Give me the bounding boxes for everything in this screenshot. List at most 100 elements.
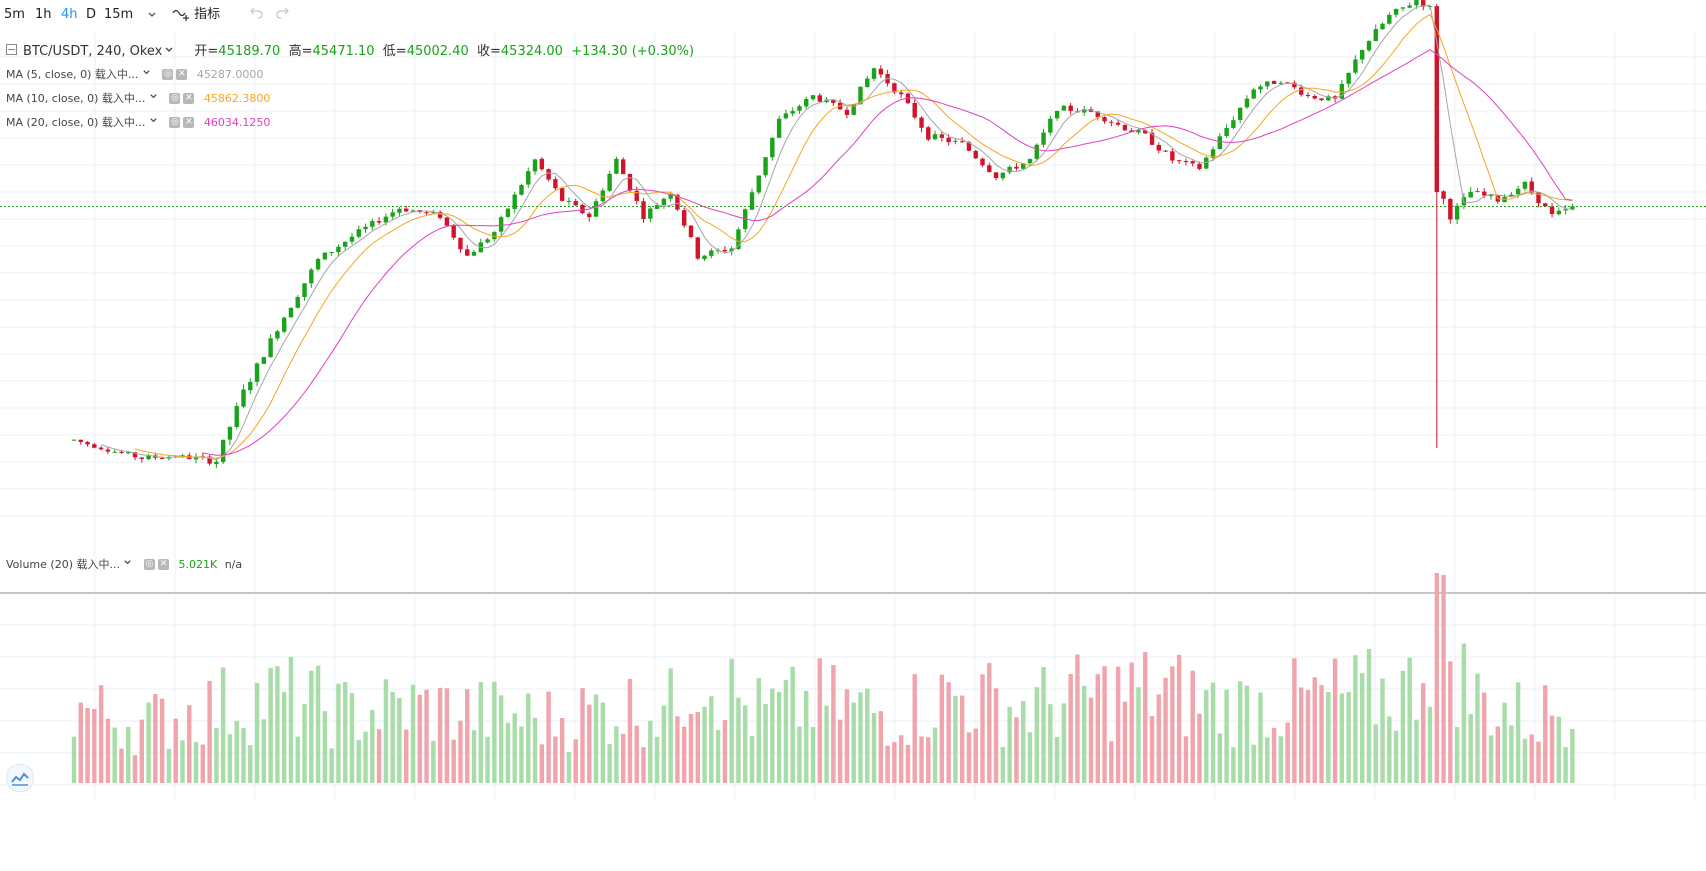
volume-bar (187, 705, 192, 783)
price-pane[interactable] (71, 0, 1575, 469)
close-icon[interactable]: ✕ (176, 68, 188, 80)
volume-bar (926, 737, 931, 783)
candle (349, 232, 355, 245)
candle-body (1136, 130, 1141, 133)
candle-body (654, 205, 660, 209)
close-icon[interactable]: ✕ (183, 92, 195, 104)
symbol-label[interactable]: BTC/USDT, 240, Okex (23, 44, 163, 59)
volume-bar (214, 727, 219, 783)
chevron-down-icon[interactable] (123, 558, 132, 567)
chevron-down-icon[interactable] (149, 92, 158, 101)
close-icon[interactable]: ✕ (183, 116, 195, 128)
chevron-down-icon[interactable] (164, 45, 174, 55)
candle (1434, 3, 1439, 448)
candle-body (587, 213, 592, 218)
volume-bar (1109, 741, 1114, 783)
candle-body (444, 217, 450, 226)
candle (424, 211, 429, 216)
candle-body (1305, 94, 1311, 96)
settings-icon[interactable]: ◎ (169, 92, 181, 104)
candle-body (248, 382, 253, 391)
candle (1000, 172, 1006, 181)
candle (553, 176, 558, 191)
candle (295, 295, 300, 309)
volume-bar (1217, 733, 1223, 783)
volume-bar (295, 736, 300, 783)
settings-icon[interactable]: ◎ (169, 116, 181, 128)
interval-1h-button[interactable]: 1h (35, 7, 52, 22)
volume-bar (1190, 670, 1195, 783)
volume-bar (1502, 702, 1507, 783)
volume-bar (1170, 666, 1175, 783)
candle (709, 248, 714, 259)
indicators-button[interactable]: 指标 (172, 6, 220, 24)
candle (1034, 143, 1039, 162)
candle-body (1441, 191, 1446, 199)
volume-bar (275, 666, 280, 783)
candle (505, 208, 511, 218)
candle (993, 172, 999, 181)
candle-body (1373, 29, 1378, 42)
interval-5m-button[interactable]: 5m (4, 7, 25, 22)
candle-body (105, 449, 111, 452)
chart-logo[interactable] (6, 764, 34, 792)
candle (315, 257, 321, 272)
close-icon[interactable]: ✕ (157, 558, 169, 570)
candle-body (139, 457, 144, 459)
ma10-legend[interactable]: MA (10, close, 0) 载入中... ◎ ✕ 45862.3800 (6, 90, 270, 106)
ma20-legend[interactable]: MA (20, close, 0) 载入中... ◎ ✕ 46034.1250 (6, 114, 270, 130)
candle-body (261, 357, 267, 364)
ma5-legend[interactable]: MA (5, close, 0) 载入中... ◎ ✕ 45287.0000 (6, 66, 263, 82)
volume-legend[interactable]: Volume (20) 载入中... ◎ ✕ 5.021K n/a (6, 556, 242, 572)
candle (939, 131, 945, 142)
volume-bar (1204, 690, 1209, 783)
chevron-down-icon[interactable] (142, 68, 151, 77)
candle (444, 217, 450, 227)
candle (1421, 0, 1426, 11)
candle (634, 186, 639, 205)
candle (390, 208, 395, 220)
candle (261, 356, 267, 365)
volume-bar (1068, 674, 1073, 783)
interval-dropdown-button[interactable] (147, 6, 157, 24)
settings-icon[interactable]: ◎ (143, 558, 155, 570)
candle-body (648, 208, 653, 219)
candle (1115, 119, 1121, 127)
candle-body (512, 194, 517, 209)
volume-bar (1339, 693, 1345, 783)
redo-button[interactable] (275, 6, 291, 24)
volume-bar (770, 688, 775, 783)
volume-bar (153, 693, 158, 783)
candle (987, 162, 992, 173)
candle-body (1482, 191, 1487, 196)
chevron-down-icon[interactable] (149, 116, 158, 125)
candle (926, 125, 931, 142)
candle (1265, 81, 1270, 90)
candle-body (844, 109, 850, 115)
undo-button[interactable] (248, 6, 264, 24)
candle (207, 454, 212, 466)
candle (1109, 120, 1114, 127)
indicators-label: 指标 (194, 7, 221, 22)
volume-bar (1319, 685, 1324, 783)
volume-bar (858, 692, 863, 783)
candle (363, 223, 368, 233)
volume-bar (553, 736, 558, 783)
settings-icon[interactable]: ◎ (162, 68, 174, 80)
candle (1346, 72, 1351, 88)
candle-body (966, 142, 972, 151)
interval-15m-button[interactable]: 15m (104, 7, 134, 22)
wave-logo-icon (11, 772, 29, 786)
collapse-legend-icon[interactable] (6, 44, 17, 55)
volume-bar (1543, 685, 1548, 783)
interval-4h-button[interactable]: 4h (61, 7, 78, 22)
volume-bar (112, 727, 117, 783)
candle (1360, 49, 1365, 64)
volume-pane[interactable] (71, 573, 1575, 783)
candle (620, 157, 626, 175)
candle-body (573, 201, 578, 206)
volume-bar (1326, 692, 1331, 783)
interval-d-button[interactable]: D (86, 7, 97, 22)
candle (1061, 104, 1067, 111)
